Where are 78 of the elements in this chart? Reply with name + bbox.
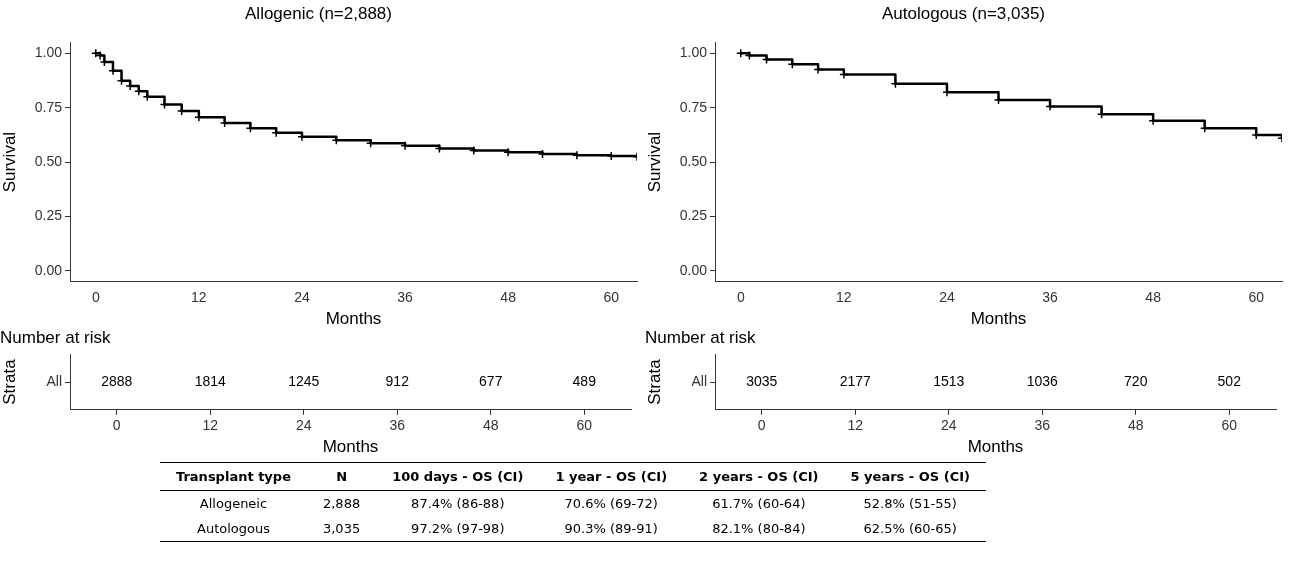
data-label: 1036 — [1026, 372, 1059, 389]
x-tick-label: 24 — [940, 417, 957, 434]
text: Autologous — [160, 516, 307, 542]
y-tick-label: 0.75 — [34, 98, 63, 115]
chart-title: Number at risk — [0, 327, 112, 347]
chart-title: Allogenic (n=2,888) — [245, 3, 392, 23]
y-tick-label: 0.25 — [34, 207, 63, 224]
y-tick-label: 0.75 — [679, 98, 708, 115]
x-tick-label: 12 — [202, 417, 219, 434]
data-label: 1245 — [288, 372, 320, 389]
data-label: 1513 — [933, 372, 965, 389]
y-tick-label: 1.00 — [679, 44, 708, 61]
y-tick-label: All — [46, 372, 62, 389]
data-label: 61.7% (60-64) — [711, 495, 807, 513]
data-label: 97.2% (97-98) — [376, 516, 540, 542]
category-label: N — [306, 462, 377, 491]
x-axis-title: Months — [322, 437, 379, 457]
x-tick-label: 60 — [603, 289, 620, 306]
x-tick-label: 24 — [295, 417, 312, 434]
x-tick-label: 12 — [847, 417, 864, 434]
category-label: 5 years - OS (CI) — [834, 462, 986, 491]
y-axis-title: Survival — [0, 131, 19, 193]
data-label: 2,888 — [321, 495, 362, 513]
data-label: 70.6% (69-72) — [563, 495, 659, 513]
chart-title: Autologous (n=3,035) — [881, 3, 1046, 23]
x-tick-label: 36 — [1042, 289, 1059, 306]
data-label: 82.1% (80-84) — [683, 516, 835, 542]
y-axis-title: Strata — [0, 358, 19, 405]
text: Allogeneic — [198, 495, 269, 513]
y-tick-label: 1.00 — [34, 44, 63, 61]
chart-title: Number at risk — [645, 327, 757, 347]
x-tick-label: 0 — [91, 289, 100, 306]
x-tick-label: 0 — [736, 289, 745, 306]
x-tick-label: 48 — [1145, 289, 1162, 306]
y-tick-label: 0.50 — [679, 152, 708, 169]
y-tick-label: All — [691, 372, 707, 389]
x-tick-label: 12 — [191, 289, 207, 306]
y-tick-label: 0.25 — [679, 207, 708, 224]
x-tick-label: 60 — [576, 417, 593, 434]
x-tick-label: 48 — [482, 417, 499, 434]
data-label: 1814 — [194, 372, 227, 389]
data-label: 720 — [1124, 372, 1148, 389]
x-tick-label: 36 — [1034, 417, 1051, 434]
data-label: 489 — [572, 372, 597, 389]
legend-title: Transplant type — [160, 462, 307, 491]
x-tick-label: 48 — [1127, 417, 1144, 434]
category-label: 2 years - OS (CI) — [683, 462, 835, 491]
x-tick-label: 36 — [389, 417, 406, 434]
data-label: 912 — [385, 372, 410, 389]
x-tick-label: 36 — [397, 289, 414, 306]
data-label: 502 — [1217, 372, 1242, 389]
data-label: 62.5% (60-65) — [834, 516, 986, 542]
data-label: 52.8% (51-55) — [862, 495, 958, 513]
data-label: 87.4% (86-88) — [410, 495, 506, 513]
x-tick-label: 0 — [112, 417, 121, 434]
x-tick-label: 24 — [294, 289, 310, 306]
y-axis-title: Strata — [644, 358, 664, 405]
x-tick-label: 24 — [939, 289, 955, 306]
data-label: 2888 — [101, 372, 133, 389]
x-axis-title: Months — [970, 309, 1027, 329]
x-tick-label: 60 — [1221, 417, 1238, 434]
y-tick-label: 0.00 — [679, 261, 708, 278]
x-tick-label: 60 — [1248, 289, 1265, 306]
data-label: 3035 — [746, 372, 778, 389]
y-tick-label: 0.50 — [34, 152, 63, 169]
data-label: 3,035 — [306, 516, 377, 542]
y-tick-label: 0.00 — [34, 261, 63, 278]
data-label: 2177 — [839, 372, 872, 389]
data-label: 90.3% (89-91) — [539, 516, 684, 542]
category-label: 100 days - OS (CI) — [376, 462, 540, 491]
data-label: 677 — [479, 372, 503, 389]
category-label: 1 year - OS (CI) — [539, 462, 684, 491]
y-axis-title: Survival — [644, 131, 664, 193]
x-tick-label: 0 — [757, 417, 766, 434]
x-tick-label: 12 — [836, 289, 852, 306]
x-axis-title: Months — [325, 309, 382, 329]
x-axis-title: Months — [967, 437, 1024, 457]
x-tick-label: 48 — [500, 289, 517, 306]
